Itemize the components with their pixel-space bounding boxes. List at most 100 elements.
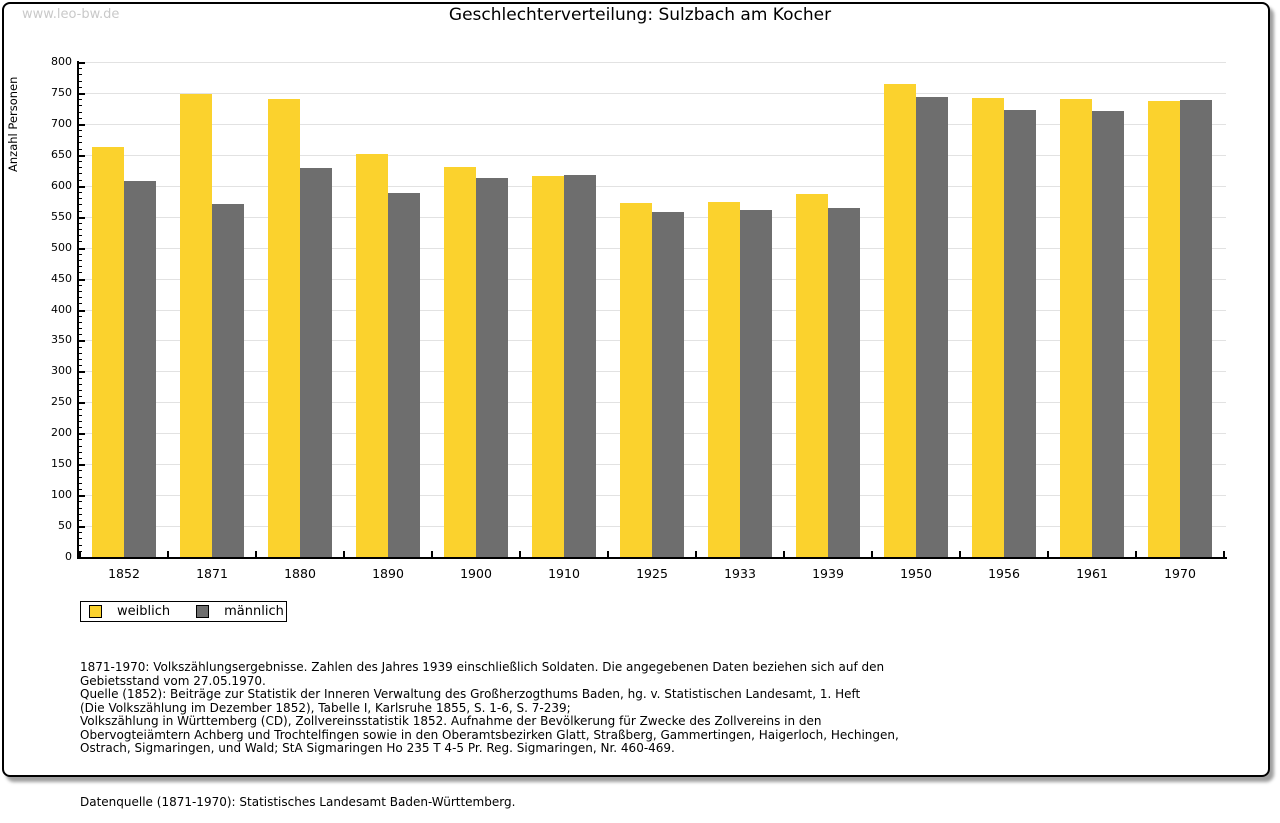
bar-weiblich-1890 bbox=[356, 154, 388, 557]
y-tick-label-550: 550 bbox=[51, 210, 72, 223]
bar-weiblich-1880 bbox=[268, 99, 300, 557]
bar-weiblich-1900 bbox=[444, 167, 476, 557]
y-minor-tick bbox=[79, 322, 82, 323]
y-minor-tick bbox=[79, 229, 82, 230]
y-minor-tick bbox=[79, 334, 82, 335]
datasource-text: Datenquelle (1871-1970): Statistisches L… bbox=[80, 794, 516, 809]
y-minor-tick bbox=[79, 291, 82, 292]
y-tick-label-250: 250 bbox=[51, 395, 72, 408]
y-minor-tick bbox=[79, 167, 82, 168]
y-tick-label-700: 700 bbox=[51, 117, 72, 130]
y-minor-tick bbox=[79, 272, 82, 273]
y-major-tick bbox=[79, 248, 85, 250]
bar-maennlich-1956 bbox=[1004, 110, 1036, 557]
y-minor-tick bbox=[79, 142, 82, 143]
y-minor-tick bbox=[79, 235, 82, 236]
y-tick-label-100: 100 bbox=[51, 488, 72, 501]
y-minor-tick bbox=[79, 254, 82, 255]
x-tick-label-1890: 1890 bbox=[372, 566, 404, 581]
bar-maennlich-1961 bbox=[1092, 111, 1124, 557]
x-boundary-tick bbox=[871, 551, 873, 558]
bar-maennlich-1890 bbox=[388, 193, 420, 557]
y-minor-tick bbox=[79, 532, 82, 533]
y-minor-tick bbox=[79, 105, 82, 106]
y-tick-label-450: 450 bbox=[51, 272, 72, 285]
y-minor-tick bbox=[79, 458, 82, 459]
x-tick-label-1852: 1852 bbox=[108, 566, 140, 581]
y-tick-label-0: 0 bbox=[65, 550, 72, 563]
bar-chart-plot-area: 1852 1871 1880 1890 1900 1910 1925 1933 1939 1950… bbox=[51, 55, 1227, 581]
watermark-url: www.leo-bw.de bbox=[22, 7, 120, 22]
y-major-tick bbox=[79, 93, 85, 95]
y-minor-tick bbox=[79, 390, 82, 391]
y-minor-tick bbox=[79, 112, 82, 113]
y-minor-tick bbox=[79, 508, 82, 509]
x-boundary-tick bbox=[1135, 551, 1137, 558]
gridline bbox=[78, 155, 1226, 156]
y-major-tick bbox=[79, 526, 85, 528]
footer-notes-block: 1871-1970: Volkszählungsergebnisse. Zahl… bbox=[80, 634, 1040, 823]
y-minor-tick bbox=[79, 211, 82, 212]
x-tick-label-1910: 1910 bbox=[548, 566, 580, 581]
bar-maennlich-1950 bbox=[916, 97, 948, 557]
y-axis-line bbox=[77, 61, 79, 559]
legend-swatch-maennlich bbox=[196, 605, 210, 618]
x-tick-label-1961: 1961 bbox=[1076, 566, 1108, 581]
x-boundary-tick bbox=[167, 551, 169, 558]
bar-weiblich-1925 bbox=[620, 203, 652, 557]
x-boundary-tick bbox=[431, 551, 433, 558]
y-minor-tick bbox=[79, 285, 82, 286]
y-minor-tick bbox=[79, 353, 82, 354]
y-minor-tick bbox=[79, 87, 82, 88]
y-major-tick bbox=[79, 340, 85, 342]
y-minor-tick bbox=[79, 297, 82, 298]
y-tick-label-350: 350 bbox=[51, 333, 72, 346]
y-minor-tick bbox=[79, 328, 82, 329]
y-major-tick bbox=[79, 495, 85, 497]
gridline bbox=[78, 186, 1226, 187]
y-minor-tick bbox=[79, 421, 82, 422]
x-boundary-tick bbox=[695, 551, 697, 558]
y-minor-tick bbox=[79, 223, 82, 224]
y-minor-tick bbox=[79, 501, 82, 502]
bar-weiblich-1852 bbox=[92, 147, 124, 557]
y-minor-tick bbox=[79, 303, 82, 304]
bar-maennlich-1925 bbox=[652, 212, 684, 557]
y-minor-tick bbox=[79, 68, 82, 69]
y-major-tick bbox=[79, 402, 85, 404]
y-minor-tick bbox=[79, 198, 82, 199]
y-minor-tick bbox=[79, 439, 82, 440]
y-tick-label-50: 50 bbox=[58, 519, 72, 532]
legend-box: weiblich männlich bbox=[80, 601, 287, 622]
y-tick-label-150: 150 bbox=[51, 457, 72, 470]
x-boundary-tick bbox=[519, 551, 521, 558]
y-minor-tick bbox=[79, 384, 82, 385]
y-major-tick bbox=[79, 217, 85, 219]
y-major-tick bbox=[79, 371, 85, 373]
y-major-tick bbox=[79, 557, 85, 559]
y-minor-tick bbox=[79, 161, 82, 162]
bar-weiblich-1970 bbox=[1148, 101, 1180, 557]
y-minor-tick bbox=[79, 427, 82, 428]
legend-label-maennlich: männlich bbox=[224, 604, 284, 619]
bar-maennlich-1910 bbox=[564, 175, 596, 557]
y-tick-label-600: 600 bbox=[51, 179, 72, 192]
bar-maennlich-1970 bbox=[1180, 100, 1212, 557]
x-boundary-tick bbox=[1047, 551, 1049, 558]
bar-maennlich-1880 bbox=[300, 168, 332, 557]
y-minor-tick bbox=[79, 365, 82, 366]
x-boundary-tick bbox=[1223, 551, 1225, 558]
x-boundary-tick bbox=[79, 551, 81, 558]
y-minor-tick bbox=[79, 520, 82, 521]
x-tick-label-1925: 1925 bbox=[636, 566, 668, 581]
y-tick-label-200: 200 bbox=[51, 426, 72, 439]
y-major-tick bbox=[79, 310, 85, 312]
y-minor-tick bbox=[79, 266, 82, 267]
x-tick-label-1970: 1970 bbox=[1164, 566, 1196, 581]
y-tick-label-750: 750 bbox=[51, 86, 72, 99]
gridline bbox=[78, 62, 1226, 63]
x-boundary-tick bbox=[343, 551, 345, 558]
y-minor-tick bbox=[79, 538, 82, 539]
bar-weiblich-1950 bbox=[884, 84, 916, 557]
x-tick-label-1939: 1939 bbox=[812, 566, 844, 581]
